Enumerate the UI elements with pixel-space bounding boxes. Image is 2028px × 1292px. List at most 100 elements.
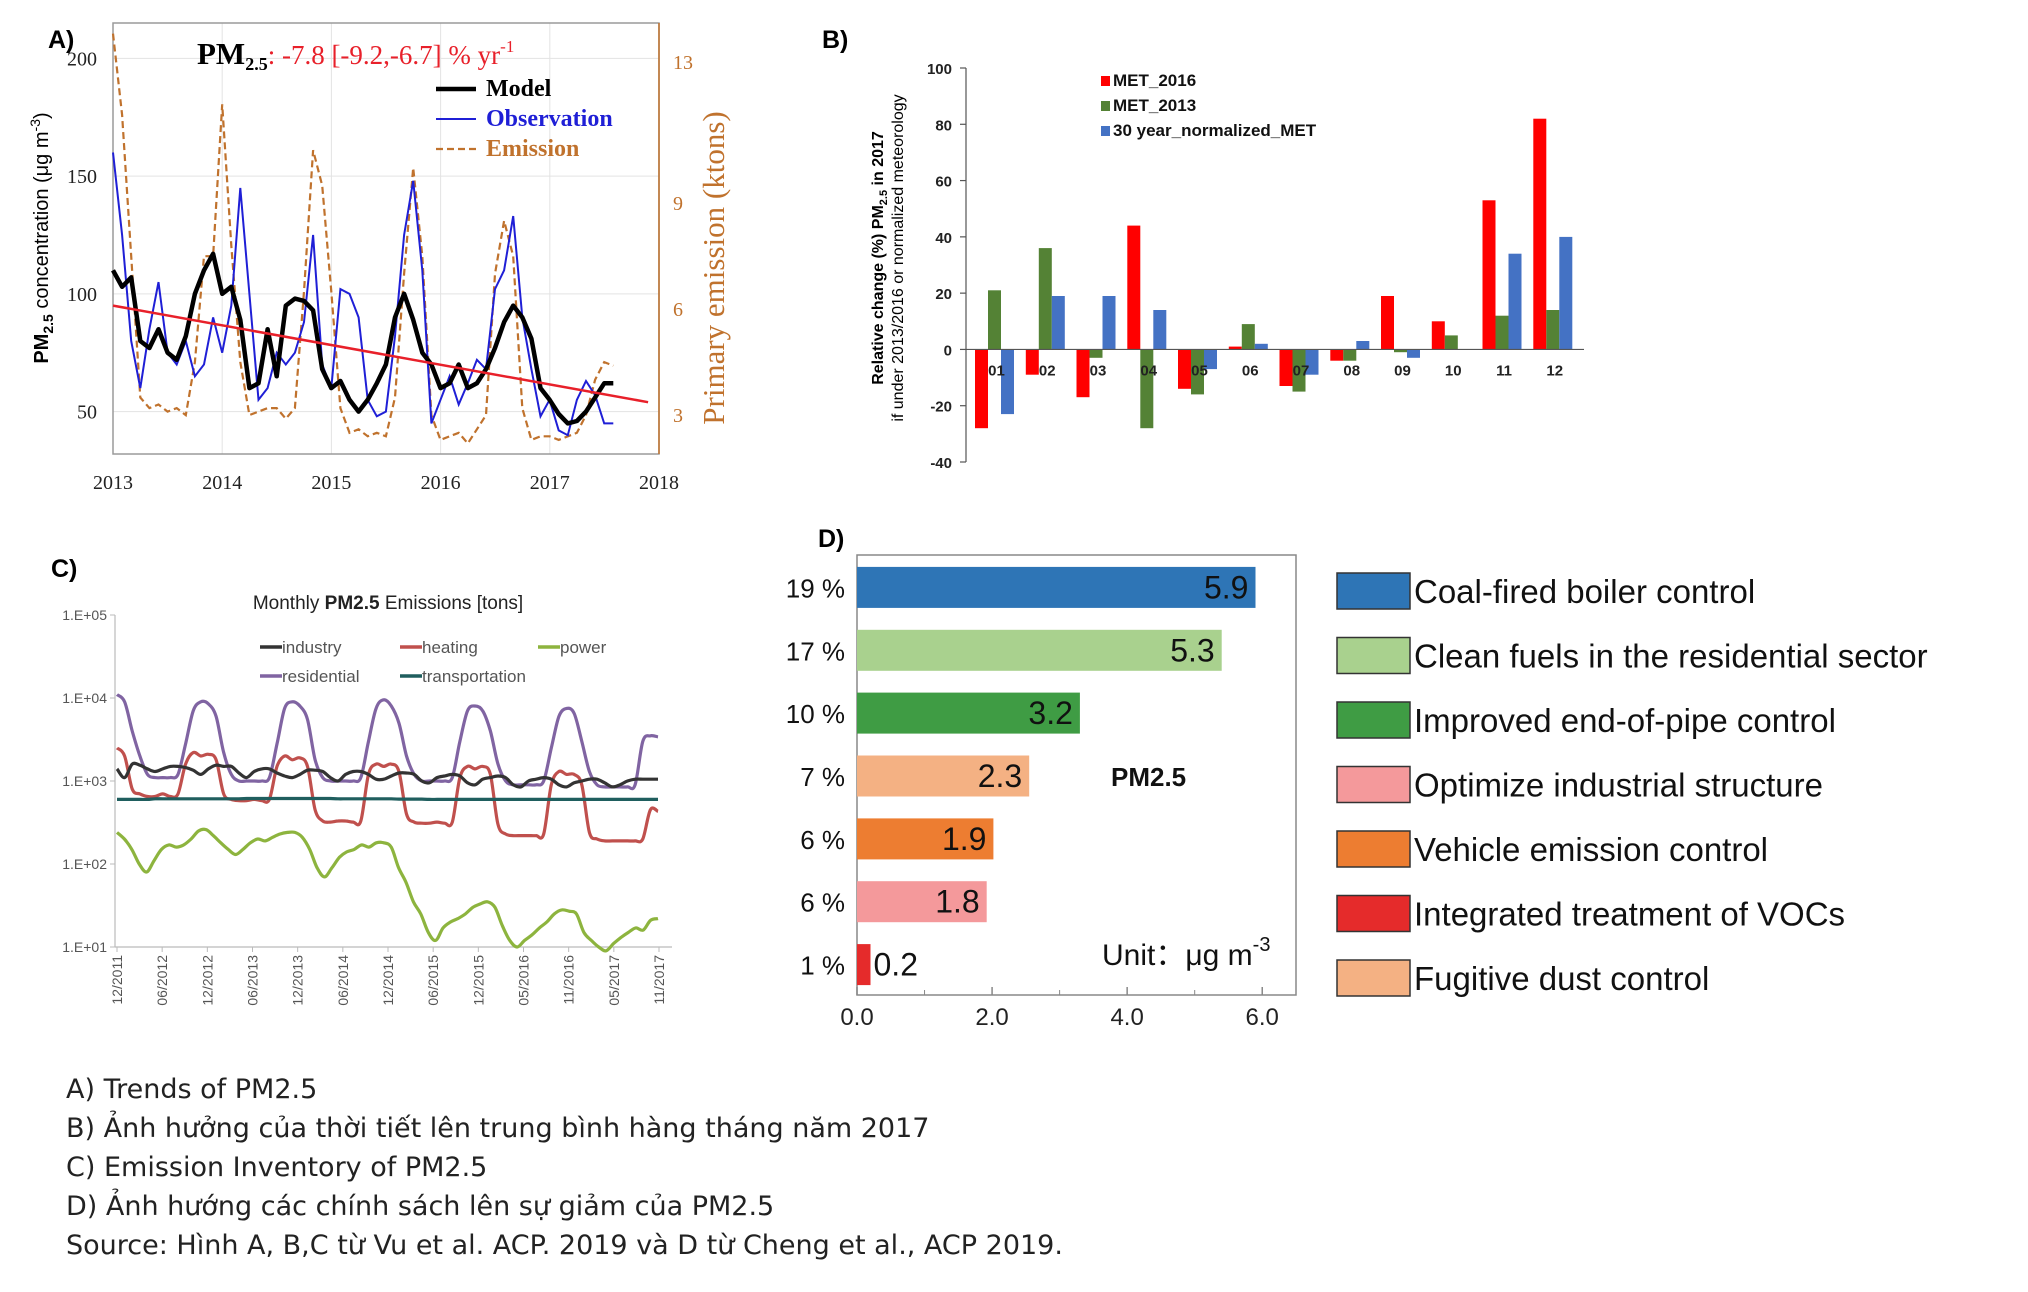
panel-b-bar bbox=[1407, 349, 1420, 358]
panel-c-line-industry bbox=[115, 761, 658, 789]
panel-b-bar bbox=[1330, 349, 1344, 361]
panel-b-legend-label: 30 year_normalized_MET bbox=[1113, 121, 1317, 140]
panel-a-xtick-label: 2017 bbox=[530, 472, 570, 494]
panel-c-title: Monthly PM2.5 Emissions [tons] bbox=[253, 593, 523, 614]
panel-b-bar bbox=[1394, 349, 1407, 353]
panel-b-bar bbox=[1495, 315, 1509, 350]
panel-b: B) 100 80 60 40 20 0 -20 -40 01 02 03 04 05 06 07 08 09 10… bbox=[822, 26, 1584, 472]
panel-d-label: D) bbox=[818, 525, 844, 553]
panel-c-xtick-label: 06/2015 bbox=[425, 955, 441, 1006]
panel-a-legend-label: Model bbox=[486, 76, 552, 102]
panel-a-xtick-label: 2018 bbox=[639, 472, 679, 494]
panel-d-bar-value: 3.2 bbox=[1028, 695, 1072, 731]
panel-b-bar bbox=[1381, 296, 1394, 350]
panel-c-line-heating bbox=[115, 746, 659, 844]
panel-c-xtick-label: 12/2012 bbox=[199, 955, 215, 1006]
panel-b-bar bbox=[1305, 349, 1319, 375]
panel-c-xtick-label: 12/2014 bbox=[380, 955, 396, 1006]
panel-c-legend-label: residential bbox=[282, 667, 360, 686]
panel-b-bar bbox=[975, 349, 988, 429]
panel-a-observation-line bbox=[112, 152, 614, 437]
panel-d-legend-swatch bbox=[1336, 572, 1411, 610]
panel-d-legend-label: Optimize industrial structure bbox=[1414, 767, 1823, 804]
panel-d-xtick-label: 2.0 bbox=[975, 1004, 1008, 1031]
panel-b-ytick-label: -20 bbox=[930, 399, 952, 416]
panel-d-legend-swatch bbox=[1336, 701, 1411, 739]
panel-a: A) 50 100 150 200 2013 2014 2015 2016 2017 2018 3 6 9… bbox=[27, 22, 731, 494]
panel-d-xtick-label: 6.0 bbox=[1246, 1004, 1279, 1031]
panel-b-bar bbox=[1178, 349, 1191, 389]
panel-c-legend-label: power bbox=[560, 638, 607, 657]
panel-c-xtick-label: 11/2016 bbox=[561, 955, 577, 1005]
panel-c-ytick-label: 1.E+03 bbox=[62, 773, 107, 789]
panel-b-bar bbox=[1127, 225, 1141, 350]
panel-d-legend-swatch bbox=[1336, 765, 1411, 804]
panel-c-line-transportation bbox=[116, 796, 658, 802]
panel-c-line-residential bbox=[115, 693, 659, 791]
panel-d-legend-label: Fugitive dust control bbox=[1414, 960, 1709, 997]
panel-b-bar bbox=[1140, 349, 1154, 429]
panel-a-emission-line bbox=[111, 33, 614, 446]
panel-d-ytick-label: 19 % bbox=[786, 573, 845, 603]
panel-b-bar bbox=[988, 290, 1001, 350]
panel-a-xtick-label: 2014 bbox=[202, 472, 242, 494]
panel-a-ytick-label: 50 bbox=[77, 402, 97, 424]
panel-d-ytick-label: 6 % bbox=[800, 825, 845, 855]
panel-a-title-pm: PM bbox=[197, 36, 245, 71]
panel-b-xtick-label: 11 bbox=[1496, 362, 1512, 379]
panel-d-ytick-label: 1 % bbox=[800, 951, 845, 981]
panel-c-label: C) bbox=[51, 555, 77, 583]
panel-d-legend-label: Coal-fired boiler control bbox=[1414, 573, 1755, 610]
panel-b-xtick-label: 07 bbox=[1293, 362, 1310, 379]
panel-b-bar bbox=[1102, 296, 1116, 350]
panel-d-legend-swatch bbox=[1336, 830, 1411, 868]
panel-b-legend-label: MET_2013 bbox=[1113, 96, 1196, 115]
panel-d-bar bbox=[857, 944, 871, 986]
panel-b-xtick-label: 04 bbox=[1140, 362, 1157, 379]
panel-b-xtick-label: 12 bbox=[1546, 362, 1563, 379]
panel-b-bar bbox=[1089, 349, 1103, 358]
panel-b-ytick-label: 0 bbox=[944, 342, 952, 359]
panel-c-xtick-label: 11/2017 bbox=[651, 955, 667, 1005]
panel-c-xtick-label: 12/2015 bbox=[470, 955, 486, 1006]
panel-d-legend-swatch bbox=[1336, 959, 1411, 997]
panel-b-xtick-label: 01 bbox=[988, 362, 1005, 379]
panel-a-title-sub: 2.5 bbox=[245, 54, 268, 74]
panel-d-bar-value: 0.2 bbox=[874, 947, 918, 983]
figure-caption: A) Trends of PM2.5 B) Ảnh hưởng của thời… bbox=[66, 1070, 1063, 1265]
panel-b-bar bbox=[1001, 349, 1014, 415]
panel-b-bar bbox=[1228, 346, 1242, 350]
panel-a-y2tick-label: 9 bbox=[673, 193, 683, 215]
panel-b-bar bbox=[1204, 349, 1217, 370]
panel-b-ytick-label: 80 bbox=[935, 117, 952, 134]
panel-c-xtick-label: 05/2016 bbox=[516, 955, 532, 1006]
panel-b-bar bbox=[1559, 236, 1573, 350]
panel-c-ytick-label: 1.E+02 bbox=[62, 856, 107, 872]
panel-b-bar bbox=[1254, 343, 1268, 350]
panel-b-bar bbox=[1292, 349, 1306, 392]
panel-b-xtick-label: 08 bbox=[1343, 362, 1360, 379]
panel-a-title: PM2.5: -7.8 [-9.2,-6.7] % yr-1 bbox=[197, 36, 514, 74]
caption-source: Source: Hình A, B,C từ Vu et al. ACP. 20… bbox=[66, 1230, 1063, 1261]
panel-a-title-trend: : -7.8 [-9.2,-6.7] % yr bbox=[268, 40, 500, 70]
panel-d-legend-swatch bbox=[1336, 894, 1411, 933]
panel-b-ytick-label: -40 bbox=[930, 455, 952, 472]
panel-c-ytick-label: 1.E+05 bbox=[62, 607, 107, 623]
panel-b-bar bbox=[1025, 349, 1039, 375]
panel-c-xtick-label: 06/2012 bbox=[154, 955, 170, 1006]
panel-d-legend-label: Clean fuels in the residential sector bbox=[1414, 638, 1928, 675]
caption-line-c: C) Emission Inventory of PM2.5 bbox=[66, 1152, 488, 1183]
panel-a-trend-line bbox=[112, 304, 649, 404]
panel-d-bar bbox=[857, 881, 987, 923]
panel-a-ytick-label: 100 bbox=[67, 284, 97, 306]
panel-b-ytick-label: 20 bbox=[935, 286, 952, 303]
panel-d-annotation: PM2.5 bbox=[1111, 762, 1186, 792]
panel-b-bar bbox=[1279, 349, 1293, 386]
panel-b-legend-swatch bbox=[1101, 101, 1110, 111]
panel-d-bar bbox=[857, 566, 1256, 608]
panel-b-bar bbox=[1343, 349, 1357, 361]
panel-c-xtick-label: 06/2013 bbox=[245, 955, 261, 1006]
panel-b-bar bbox=[1153, 310, 1167, 350]
